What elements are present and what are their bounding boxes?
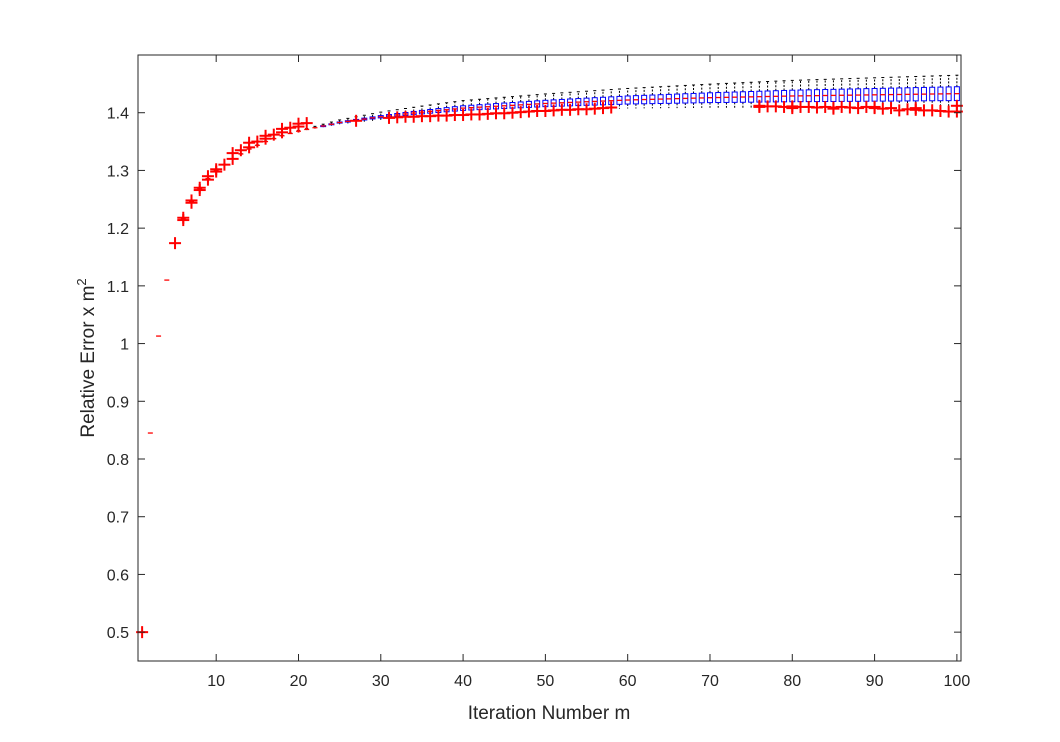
x-tick-label: 100 — [944, 673, 971, 690]
box-94 — [904, 76, 911, 108]
outlier-marker — [259, 129, 272, 142]
outlier-marker — [893, 104, 906, 117]
box-25 — [336, 119, 343, 125]
box-71 — [715, 83, 722, 108]
outlier-marker — [852, 102, 865, 115]
outlier-marker — [909, 102, 922, 115]
y-tick-label: 0.7 — [107, 510, 129, 527]
outlier-marker — [185, 194, 198, 207]
outlier-layer — [136, 99, 963, 639]
box-66 — [674, 85, 681, 109]
box-68 — [690, 84, 697, 108]
outlier-marker — [210, 163, 223, 176]
box-63 — [649, 86, 656, 109]
x-tick-label: 80 — [783, 673, 801, 690]
x-tick-label: 70 — [701, 673, 719, 690]
box-91 — [879, 77, 886, 108]
box-62 — [641, 87, 648, 109]
y-tick-label: 1.2 — [107, 221, 129, 238]
y-tick-label: 0.6 — [107, 567, 129, 584]
box-73 — [731, 82, 738, 108]
outlier-marker — [218, 158, 231, 171]
outlier-marker — [868, 100, 881, 113]
y-tick-label: 1.3 — [107, 163, 129, 180]
y-tick-label: 0.9 — [107, 394, 129, 411]
outlier-marker — [827, 102, 840, 115]
y-tick-label: 1 — [120, 337, 129, 354]
outlier-marker — [169, 237, 182, 250]
outlier-marker — [251, 135, 264, 148]
tick-layer: 10 20 30 40 50 60 70 80 90 100 0.5 0.6 0.7 0.8 0.9 1 1.1… — [107, 55, 971, 690]
axes-box — [137, 54, 962, 662]
box-74 — [739, 82, 746, 108]
outlier-marker — [300, 117, 313, 130]
box-65 — [665, 85, 672, 109]
box-28 — [361, 114, 368, 122]
outlier-marker — [201, 170, 214, 183]
box-60 — [624, 87, 631, 109]
outlier-marker — [284, 121, 297, 134]
box-99 — [945, 74, 952, 108]
box-93 — [896, 76, 903, 108]
box-61 — [632, 87, 639, 109]
box-69 — [698, 84, 705, 108]
y-axis-label-superscript: 2 — [74, 278, 89, 285]
box-23 — [320, 123, 327, 128]
outlier-marker — [753, 100, 766, 113]
outlier-marker — [267, 128, 280, 141]
x-tick-label: 60 — [619, 673, 637, 690]
y-axis-label: Relative Error x m2 — [74, 278, 99, 437]
box-26 — [344, 117, 351, 124]
y-tick-label: 0.5 — [107, 625, 129, 642]
outlier-marker — [177, 211, 190, 224]
x-tick-label: 90 — [866, 673, 884, 690]
box-67 — [682, 84, 689, 109]
x-tick-label: 30 — [372, 673, 390, 690]
outlier-marker — [786, 102, 799, 115]
box-70 — [706, 83, 713, 108]
outlier-marker — [234, 144, 247, 157]
x-tick-label: 10 — [207, 673, 225, 690]
series-layer — [139, 74, 960, 633]
box-96 — [920, 75, 927, 108]
box-24 — [328, 121, 335, 126]
x-axis-label: Iteration Number m — [468, 703, 631, 724]
y-tick-label: 0.8 — [107, 452, 129, 469]
outlier-marker — [605, 101, 618, 114]
box-97 — [929, 75, 936, 108]
box-98 — [937, 75, 944, 108]
box-75 — [748, 81, 755, 108]
outlier-marker — [885, 102, 898, 115]
outlier-marker — [350, 114, 363, 127]
x-tick-label: 20 — [290, 673, 308, 690]
y-tick-label: 1.1 — [107, 279, 129, 296]
box-64 — [657, 86, 664, 109]
box-72 — [723, 82, 730, 108]
x-tick-label: 40 — [454, 673, 472, 690]
box-22 — [312, 125, 318, 129]
y-tick-label: 1.4 — [107, 106, 129, 123]
box-29 — [369, 113, 376, 121]
outlier-marker — [226, 147, 239, 160]
box-59 — [616, 88, 623, 109]
outlier-marker — [193, 181, 206, 194]
box-30 — [377, 111, 384, 120]
x-tick-label: 50 — [536, 673, 554, 690]
y-axis-label-main: Relative Error x m — [78, 286, 99, 438]
outlier-marker — [276, 122, 289, 135]
box-95 — [912, 75, 919, 108]
outlier-marker — [243, 136, 256, 149]
